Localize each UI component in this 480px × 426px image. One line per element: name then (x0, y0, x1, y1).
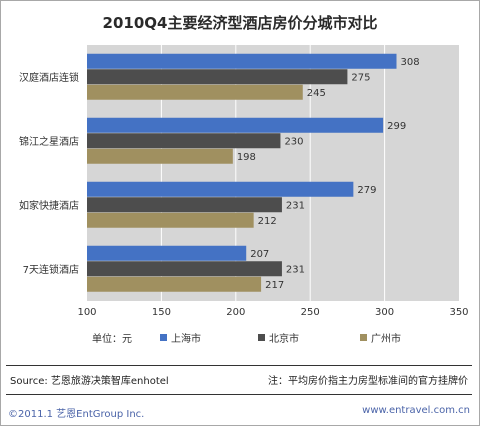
x-tick-label: 350 (449, 307, 468, 318)
bar (87, 69, 348, 85)
bar-value-label: 198 (237, 152, 256, 163)
source-row: Source: 艺恩旅游决策智库enhotel 注：平均房价指主力房型标准间的官… (10, 372, 468, 388)
bar (87, 276, 262, 292)
legend-swatch (258, 334, 265, 341)
bar (87, 84, 303, 100)
bar (87, 133, 281, 149)
category-label: 锦江之星酒店 (19, 135, 79, 148)
legend: 单位：元 上海市 北京市 广州市 (92, 332, 401, 345)
bar-value-label: 231 (286, 265, 305, 276)
legend-swatch (160, 334, 167, 341)
x-tick-label: 150 (152, 307, 171, 318)
note-text: 注：平均房价指主力房型标准间的官方挂牌价 (268, 376, 468, 387)
bar-value-label: 212 (258, 216, 277, 227)
x-tick-label: 100 (77, 307, 96, 318)
x-tick-label: 300 (375, 307, 394, 318)
bar (87, 181, 354, 197)
unit-label: 单位：元 (92, 332, 132, 345)
bar-value-label: 207 (250, 249, 269, 260)
bar (87, 53, 397, 69)
legend-swatch (360, 334, 367, 341)
bars (87, 53, 397, 292)
bar (87, 197, 282, 213)
bar-value-label: 245 (307, 88, 326, 99)
divider-bottom (6, 394, 472, 395)
bar (87, 148, 233, 164)
chart-title: 2010Q4主要经济型酒店房价分城市对比 (102, 14, 378, 32)
bar (87, 245, 247, 261)
bar (87, 117, 384, 133)
legend-label: 上海市 (171, 332, 201, 345)
legend-label: 北京市 (269, 332, 299, 345)
bar-value-label: 275 (351, 73, 370, 84)
category-label: 7天连锁酒店 (23, 263, 79, 276)
bar-value-label: 299 (387, 121, 406, 132)
footer-row: ©2011.1 艺恩EntGroup Inc. www.entravel.com… (8, 405, 470, 420)
bar-value-label: 217 (265, 280, 284, 291)
bar-value-label: 279 (357, 185, 376, 196)
legend-label: 广州市 (371, 332, 401, 345)
bar-value-label: 230 (284, 137, 303, 148)
tick-labels: 100 150 200 250 300 350 (77, 307, 468, 318)
category-label: 汉庭酒店连锁 (19, 71, 79, 84)
bar (87, 212, 254, 228)
x-tick-label: 200 (226, 307, 245, 318)
bar (87, 261, 282, 277)
divider-top (6, 365, 472, 366)
x-tick-label: 250 (301, 307, 320, 318)
source-text: Source: 艺恩旅游决策智库enhotel (10, 376, 169, 387)
bar-value-label: 308 (401, 57, 420, 68)
website-link[interactable]: www.entravel.com.cn (362, 405, 470, 416)
category-label: 如家快捷酒店 (19, 199, 79, 212)
bar-value-label: 231 (286, 201, 305, 212)
copyright-text: ©2011.1 艺恩EntGroup Inc. (8, 409, 145, 420)
